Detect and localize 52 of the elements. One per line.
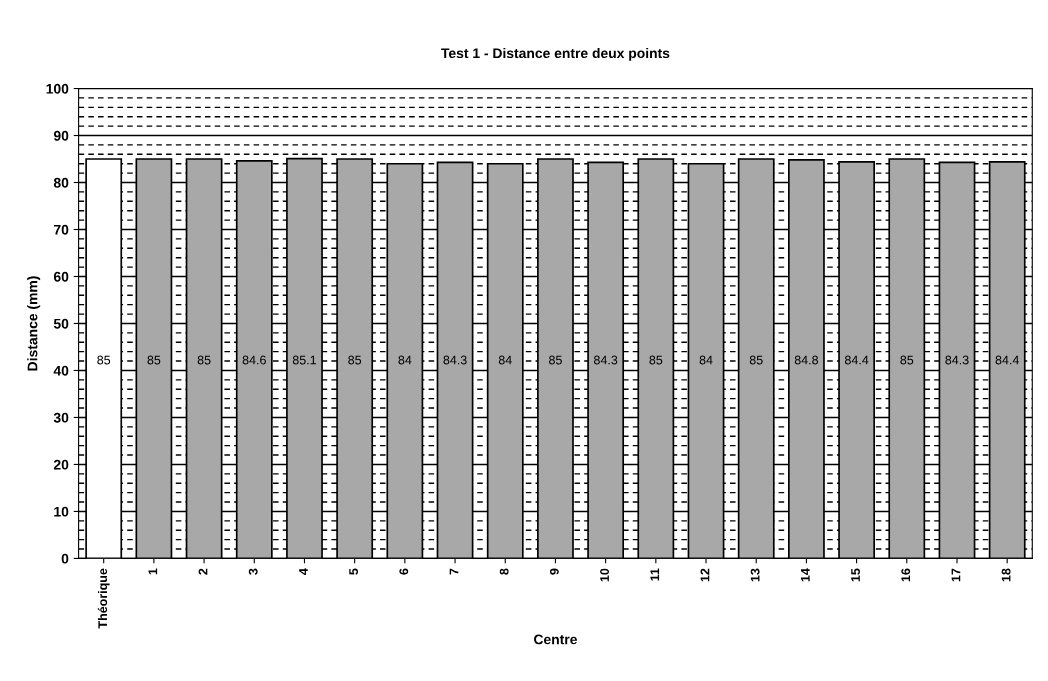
data-label: 84.4 — [995, 355, 1019, 365]
y-tick-label: 40 — [53, 365, 69, 376]
x-tick-label: 3 — [248, 568, 258, 575]
x-tick-label: 13 — [750, 568, 760, 582]
data-label: 84.3 — [443, 355, 467, 365]
x-tick-label: 5 — [349, 568, 359, 575]
data-label: 85 — [97, 355, 111, 365]
y-tick-label: 100 — [46, 83, 69, 94]
data-label: 85 — [147, 355, 161, 365]
data-label: 85 — [649, 355, 663, 365]
x-tick-label: 10 — [600, 568, 609, 582]
y-axis-title: Distance (mm) — [27, 276, 41, 371]
x-tick-label: 1 — [148, 568, 158, 575]
x-tick-label: 8 — [499, 568, 509, 575]
y-tick-label: 80 — [53, 177, 69, 188]
y-tick-label: 70 — [54, 224, 69, 235]
y-tick-label: 10 — [54, 506, 69, 517]
y-tick-label: 30 — [53, 412, 69, 423]
x-tick-label: 11 — [650, 568, 660, 581]
x-tick-label: 16 — [901, 568, 911, 582]
x-tick-label: 12 — [700, 568, 710, 582]
data-label: 84.6 — [242, 355, 266, 365]
x-tick-label: 2 — [198, 568, 208, 575]
x-axis-title: Centre — [534, 634, 577, 645]
data-label: 85.1 — [292, 355, 317, 365]
x-tick-label: Théorique — [97, 568, 110, 629]
data-label: 84.8 — [794, 355, 819, 365]
x-tick-label: 6 — [399, 568, 409, 575]
data-label: 85 — [549, 355, 562, 365]
data-label: 84 — [398, 355, 412, 365]
data-label: 84 — [699, 355, 713, 365]
data-label: 85 — [749, 355, 763, 365]
x-tick-label: 18 — [1001, 568, 1011, 582]
y-tick-label: 90 — [53, 130, 69, 141]
x-tick-label: 14 — [801, 568, 810, 582]
x-tick-label: 15 — [851, 568, 860, 582]
y-tick-label: 50 — [53, 318, 69, 329]
y-tick-label: 0 — [61, 553, 69, 564]
data-label: 84.3 — [594, 355, 618, 365]
data-label: 85 — [197, 355, 211, 365]
x-tick-label: 7 — [449, 568, 459, 575]
chart-title: Test 1 - Distance entre deux points — [441, 47, 670, 61]
x-tick-label: 17 — [951, 568, 961, 582]
y-tick-label: 60 — [53, 271, 69, 282]
x-tick-label: 9 — [549, 568, 559, 575]
x-tick-label: 4 — [299, 568, 308, 575]
data-label: 84 — [498, 355, 512, 365]
y-tick-label: 20 — [53, 459, 69, 470]
data-label: 84.3 — [945, 355, 969, 365]
data-label: 85 — [348, 355, 362, 365]
data-label: 85 — [900, 355, 914, 365]
data-label: 84.4 — [844, 355, 869, 365]
